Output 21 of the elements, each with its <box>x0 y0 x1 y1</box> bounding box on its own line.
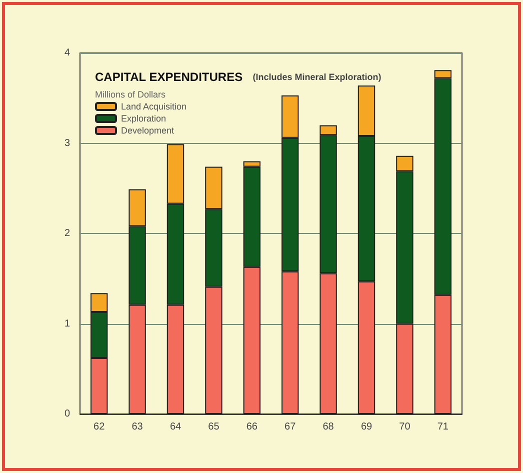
x-tick-label: 67 <box>284 422 296 432</box>
x-tick-label: 62 <box>94 422 106 432</box>
y-tick-label: 3 <box>64 138 70 149</box>
legend-label: Exploration <box>121 114 166 124</box>
x-tick-label: 71 <box>437 422 449 432</box>
legend-label: Development <box>121 126 175 136</box>
text: (Includes Mineral Exploration) <box>252 72 382 82</box>
y-tick-label: 4 <box>64 48 70 58</box>
x-tick-label: 70 <box>399 422 411 432</box>
y-axis-title: Millions of Dollars <box>95 90 166 100</box>
y-tick-label: 0 <box>64 408 70 420</box>
x-tick-label: 68 <box>322 422 334 432</box>
x-tick-label: 65 <box>208 422 220 432</box>
x-tick-label: 64 <box>170 422 182 432</box>
x-tick-label: 63 <box>132 422 144 432</box>
y-tick-label: 1 <box>64 318 70 330</box>
text: CAPITAL EXPENDITURES <box>95 70 243 84</box>
x-tick-label: 66 <box>246 422 258 432</box>
legend-label: Land Acquisition <box>121 102 187 112</box>
x-tick-label: 69 <box>360 422 372 432</box>
y-tick-label: 2 <box>64 228 70 239</box>
